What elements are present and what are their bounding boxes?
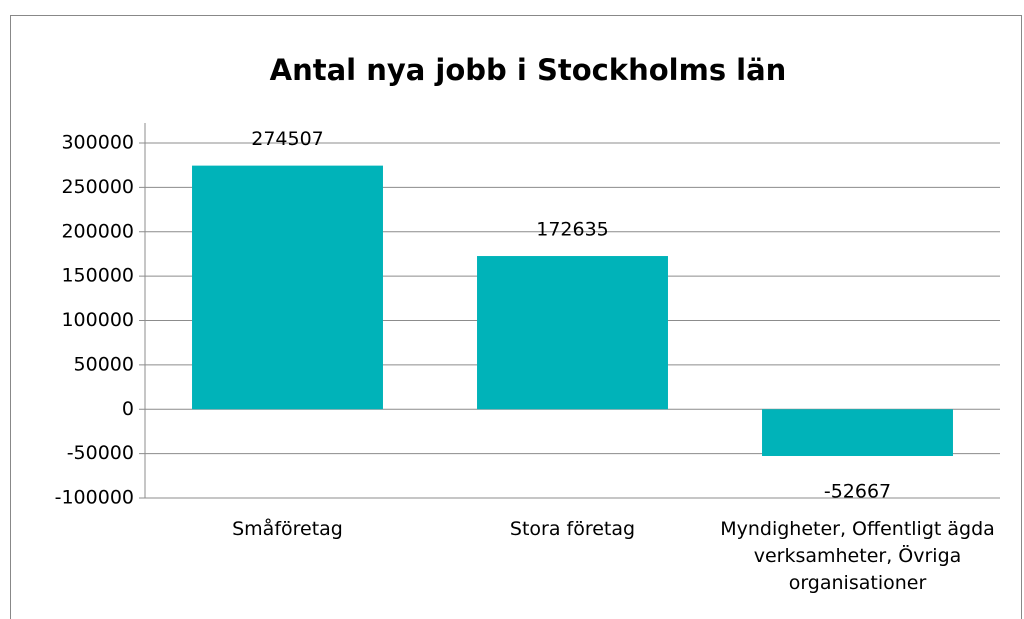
x-tick-label: Myndigheter, Offentligt ägda verksamhete… [720, 518, 995, 594]
data-label: -52667 [824, 480, 891, 502]
bar [762, 409, 953, 456]
y-tick-label: -100000 [55, 487, 134, 509]
data-label: 274507 [251, 128, 324, 150]
y-tick-label: 300000 [61, 132, 134, 154]
y-tick-label: 150000 [61, 265, 134, 287]
y-tick-label: 100000 [61, 309, 134, 331]
bar [192, 165, 383, 410]
y-tick-label: 0 [122, 398, 134, 420]
y-tick-label: 200000 [61, 220, 134, 242]
x-tick-label: Småföretag [232, 518, 343, 540]
data-label: 172635 [536, 219, 609, 241]
x-tick-label: Stora företag [509, 518, 636, 540]
y-tick-label: -50000 [67, 442, 134, 464]
chart-title: Antal nya jobb i Stockholms län [270, 53, 787, 87]
bar [477, 256, 668, 410]
y-tick-label: 250000 [61, 176, 134, 198]
chart-frame [10, 15, 1022, 619]
y-tick-label: 50000 [74, 353, 134, 375]
